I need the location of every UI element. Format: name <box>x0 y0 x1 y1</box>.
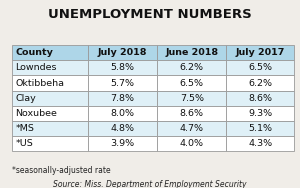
FancyBboxPatch shape <box>12 121 88 136</box>
FancyBboxPatch shape <box>157 91 226 106</box>
Text: 4.0%: 4.0% <box>180 139 204 148</box>
FancyBboxPatch shape <box>12 60 88 75</box>
Text: 8.0%: 8.0% <box>111 109 135 118</box>
Text: Lowndes: Lowndes <box>15 63 57 72</box>
FancyBboxPatch shape <box>157 136 226 151</box>
FancyBboxPatch shape <box>226 106 294 121</box>
Text: 3.9%: 3.9% <box>111 139 135 148</box>
Text: 8.6%: 8.6% <box>180 109 204 118</box>
Text: 6.2%: 6.2% <box>180 63 204 72</box>
Text: 4.3%: 4.3% <box>248 139 272 148</box>
Text: *seasonally-adjusted rate: *seasonally-adjusted rate <box>12 166 111 175</box>
Text: Source: Miss. Department of Employment Security: Source: Miss. Department of Employment S… <box>53 180 247 188</box>
Text: 4.8%: 4.8% <box>111 124 135 133</box>
FancyBboxPatch shape <box>12 45 88 60</box>
Text: 7.8%: 7.8% <box>111 94 135 103</box>
FancyBboxPatch shape <box>226 121 294 136</box>
FancyBboxPatch shape <box>12 136 88 151</box>
FancyBboxPatch shape <box>157 75 226 91</box>
FancyBboxPatch shape <box>226 45 294 60</box>
FancyBboxPatch shape <box>12 91 88 106</box>
FancyBboxPatch shape <box>157 106 226 121</box>
FancyBboxPatch shape <box>157 121 226 136</box>
FancyBboxPatch shape <box>12 106 88 121</box>
Text: 5.1%: 5.1% <box>248 124 272 133</box>
Text: 5.7%: 5.7% <box>111 79 135 88</box>
FancyBboxPatch shape <box>226 75 294 91</box>
FancyBboxPatch shape <box>88 75 157 91</box>
Text: 8.6%: 8.6% <box>248 94 272 103</box>
Text: 6.5%: 6.5% <box>248 63 272 72</box>
FancyBboxPatch shape <box>226 136 294 151</box>
Text: 5.8%: 5.8% <box>111 63 135 72</box>
Text: 6.2%: 6.2% <box>248 79 272 88</box>
Text: Noxubee: Noxubee <box>15 109 57 118</box>
Text: Oktibbeha: Oktibbeha <box>15 79 64 88</box>
Text: *US: *US <box>15 139 33 148</box>
Text: June 2018: June 2018 <box>165 48 218 57</box>
Text: July 2018: July 2018 <box>98 48 147 57</box>
FancyBboxPatch shape <box>157 60 226 75</box>
FancyBboxPatch shape <box>88 91 157 106</box>
Text: 7.5%: 7.5% <box>180 94 204 103</box>
FancyBboxPatch shape <box>226 91 294 106</box>
Text: 4.7%: 4.7% <box>180 124 204 133</box>
FancyBboxPatch shape <box>88 60 157 75</box>
FancyBboxPatch shape <box>12 75 88 91</box>
FancyBboxPatch shape <box>157 45 226 60</box>
FancyBboxPatch shape <box>88 45 157 60</box>
Text: July 2017: July 2017 <box>236 48 285 57</box>
Text: *MS: *MS <box>15 124 34 133</box>
Text: UNEMPLOYMENT NUMBERS: UNEMPLOYMENT NUMBERS <box>48 8 252 21</box>
Text: 6.5%: 6.5% <box>180 79 204 88</box>
Text: County: County <box>15 48 53 57</box>
FancyBboxPatch shape <box>88 136 157 151</box>
Text: 9.3%: 9.3% <box>248 109 272 118</box>
FancyBboxPatch shape <box>88 106 157 121</box>
FancyBboxPatch shape <box>88 121 157 136</box>
FancyBboxPatch shape <box>226 60 294 75</box>
Text: Clay: Clay <box>15 94 36 103</box>
